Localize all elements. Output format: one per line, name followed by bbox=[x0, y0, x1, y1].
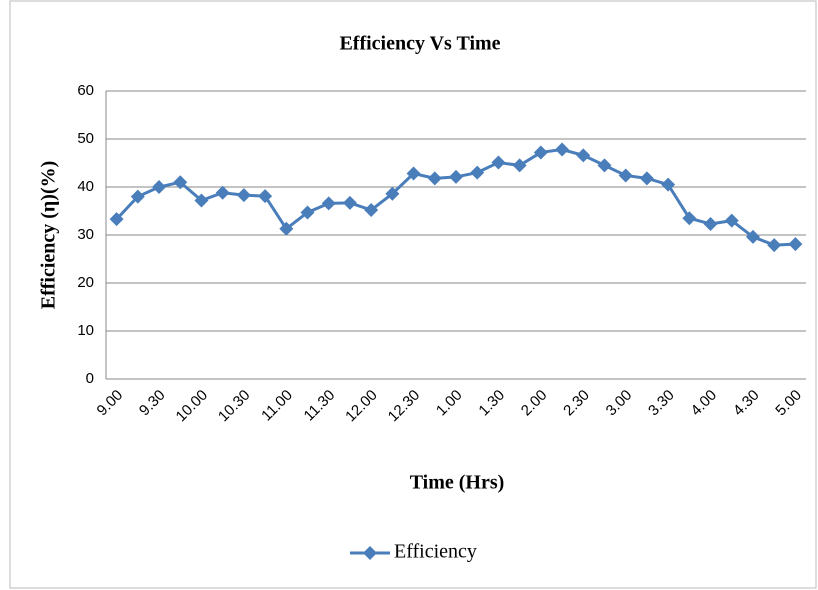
x-tick-label: 9.30 bbox=[136, 387, 169, 420]
marker bbox=[321, 196, 336, 211]
x-tick-label: 1.00 bbox=[433, 387, 466, 420]
marker bbox=[427, 171, 442, 186]
marker bbox=[788, 237, 803, 252]
x-tick-label: 12.30 bbox=[385, 387, 424, 426]
marker bbox=[745, 229, 760, 244]
marker bbox=[109, 212, 124, 227]
x-tick-label: 11.00 bbox=[258, 387, 296, 425]
marker bbox=[406, 166, 421, 181]
marker bbox=[597, 158, 612, 173]
legend-marker bbox=[363, 546, 377, 560]
x-tick-label: 10.30 bbox=[215, 387, 254, 426]
x-tick-label: 11.30 bbox=[301, 387, 339, 425]
marker bbox=[279, 221, 294, 236]
marker bbox=[152, 180, 167, 194]
marker bbox=[491, 155, 506, 170]
marker bbox=[767, 238, 782, 253]
marker bbox=[342, 195, 357, 210]
marker bbox=[470, 165, 485, 180]
y-tick-label: 10 bbox=[77, 322, 94, 339]
y-tick-label: 20 bbox=[77, 274, 94, 291]
marker bbox=[618, 168, 633, 183]
marker bbox=[236, 188, 251, 203]
marker bbox=[639, 171, 654, 186]
chart-border bbox=[9, 0, 817, 589]
marker bbox=[130, 189, 145, 204]
marker bbox=[555, 142, 570, 157]
y-tick-label: 0 bbox=[86, 370, 94, 387]
marker bbox=[364, 203, 379, 218]
y-tick-label: 60 bbox=[77, 82, 94, 99]
x-tick-label: 1.30 bbox=[475, 387, 508, 420]
x-axis-label: Time (Hrs) bbox=[410, 472, 505, 494]
marker bbox=[682, 211, 697, 226]
series-line bbox=[115, 148, 796, 247]
legend-label: Efficiency bbox=[394, 541, 477, 563]
marker bbox=[385, 186, 400, 201]
marker bbox=[576, 148, 591, 163]
marker bbox=[258, 189, 273, 204]
x-tick-label: 4.30 bbox=[730, 387, 763, 420]
y-tick-label: 50 bbox=[77, 130, 94, 147]
marker bbox=[215, 185, 230, 200]
x-tick-label: 5.00 bbox=[772, 387, 805, 420]
x-tick-label: 10.00 bbox=[173, 387, 212, 426]
marker bbox=[661, 177, 676, 192]
x-tick-label: 4.00 bbox=[688, 387, 721, 420]
marker bbox=[300, 205, 315, 220]
marker bbox=[703, 216, 718, 231]
x-tick-label: 12.00 bbox=[342, 387, 381, 426]
x-tick-label: 2.30 bbox=[560, 387, 593, 420]
x-tick-label: 3.30 bbox=[645, 387, 678, 420]
marker bbox=[449, 169, 463, 184]
x-tick-label: 9.00 bbox=[94, 387, 127, 420]
marker bbox=[512, 158, 527, 173]
marker bbox=[194, 193, 209, 208]
marker bbox=[533, 145, 548, 160]
marker bbox=[173, 175, 188, 190]
x-tick-label: 2.00 bbox=[518, 387, 551, 420]
y-axis-label: Efficiency (η)(%) bbox=[38, 161, 60, 310]
y-tick-label: 40 bbox=[77, 178, 94, 195]
y-tick-label: 30 bbox=[77, 226, 94, 243]
marker bbox=[724, 213, 739, 228]
chart-title: Efficiency Vs Time bbox=[339, 33, 500, 55]
x-tick-label: 3.00 bbox=[603, 387, 636, 420]
